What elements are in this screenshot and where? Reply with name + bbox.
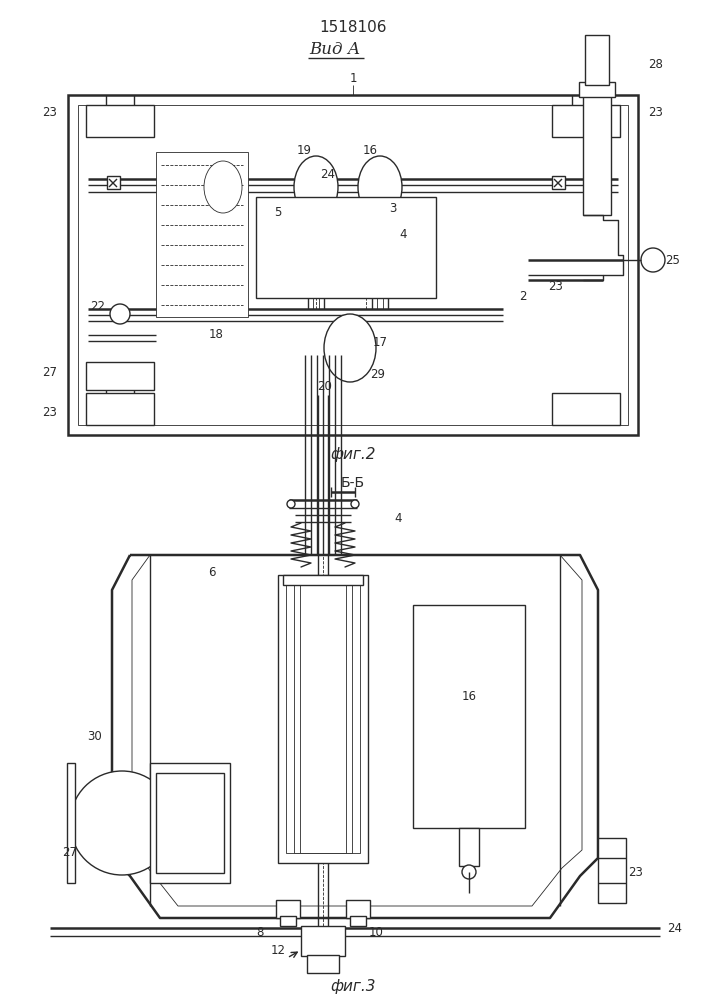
Text: 18: 18 (209, 328, 223, 342)
Bar (598, 838, 626, 903)
Ellipse shape (204, 161, 242, 213)
Bar (107, 176, 120, 189)
Text: 29: 29 (370, 368, 385, 381)
Bar (301, 926, 345, 956)
Bar (294, 585, 352, 853)
Bar (585, 35, 609, 85)
Bar (346, 900, 370, 918)
Text: 24: 24 (320, 168, 336, 182)
Text: 16: 16 (462, 690, 477, 704)
Bar (276, 900, 300, 918)
Circle shape (462, 865, 476, 879)
Ellipse shape (358, 156, 402, 218)
Bar (86, 393, 154, 425)
Text: 27: 27 (42, 366, 57, 379)
Text: 8: 8 (257, 926, 264, 938)
Bar (283, 575, 363, 585)
Ellipse shape (324, 314, 376, 382)
Circle shape (641, 248, 665, 272)
Text: 23: 23 (42, 406, 57, 420)
Bar (78, 105, 628, 425)
Text: 19: 19 (296, 144, 312, 157)
Text: 1518106: 1518106 (320, 20, 387, 35)
Bar (413, 605, 525, 828)
Text: 12: 12 (271, 944, 286, 956)
Bar (286, 585, 360, 853)
Text: фиг.3: фиг.3 (330, 978, 375, 994)
Circle shape (70, 771, 174, 875)
Text: 24: 24 (667, 922, 682, 934)
Text: 10: 10 (368, 926, 383, 938)
Text: 28: 28 (648, 58, 663, 72)
Text: 16: 16 (363, 144, 378, 157)
Circle shape (110, 304, 130, 324)
Bar (156, 773, 224, 873)
Bar (86, 105, 154, 137)
Text: 23: 23 (549, 280, 563, 294)
Text: 5: 5 (274, 207, 281, 220)
Text: 27: 27 (62, 846, 78, 859)
Bar (350, 916, 366, 926)
Bar (256, 197, 436, 298)
Bar (307, 955, 339, 973)
Bar (552, 105, 620, 137)
Text: 2: 2 (519, 290, 527, 304)
Text: 22: 22 (90, 300, 105, 314)
Text: 23: 23 (42, 106, 57, 119)
Text: Вид А: Вид А (310, 41, 361, 58)
Text: 1: 1 (349, 73, 357, 86)
Text: 25: 25 (665, 253, 680, 266)
Text: 4: 4 (399, 229, 407, 241)
Bar (86, 362, 154, 390)
Bar (300, 585, 346, 853)
Text: 30: 30 (88, 730, 103, 744)
Bar (68, 95, 638, 435)
Circle shape (351, 500, 359, 508)
Bar (459, 828, 479, 866)
Bar (150, 763, 230, 883)
Bar (280, 916, 296, 926)
Text: 6: 6 (209, 566, 216, 580)
Text: 23: 23 (648, 106, 663, 119)
Bar (67, 763, 75, 883)
Text: 23: 23 (629, 866, 643, 880)
Bar (552, 176, 565, 189)
Bar (156, 152, 248, 317)
Circle shape (287, 500, 295, 508)
Bar (264, 205, 428, 290)
Bar (552, 393, 620, 425)
Text: Б-Б: Б-Б (341, 476, 365, 490)
Ellipse shape (294, 156, 338, 218)
Bar (278, 575, 368, 863)
Bar (579, 82, 615, 97)
Text: 20: 20 (317, 379, 332, 392)
Text: 3: 3 (390, 202, 397, 216)
Text: 17: 17 (373, 336, 387, 350)
Text: фиг.2: фиг.2 (330, 448, 375, 462)
Bar (583, 95, 611, 215)
Text: 4: 4 (395, 512, 402, 524)
